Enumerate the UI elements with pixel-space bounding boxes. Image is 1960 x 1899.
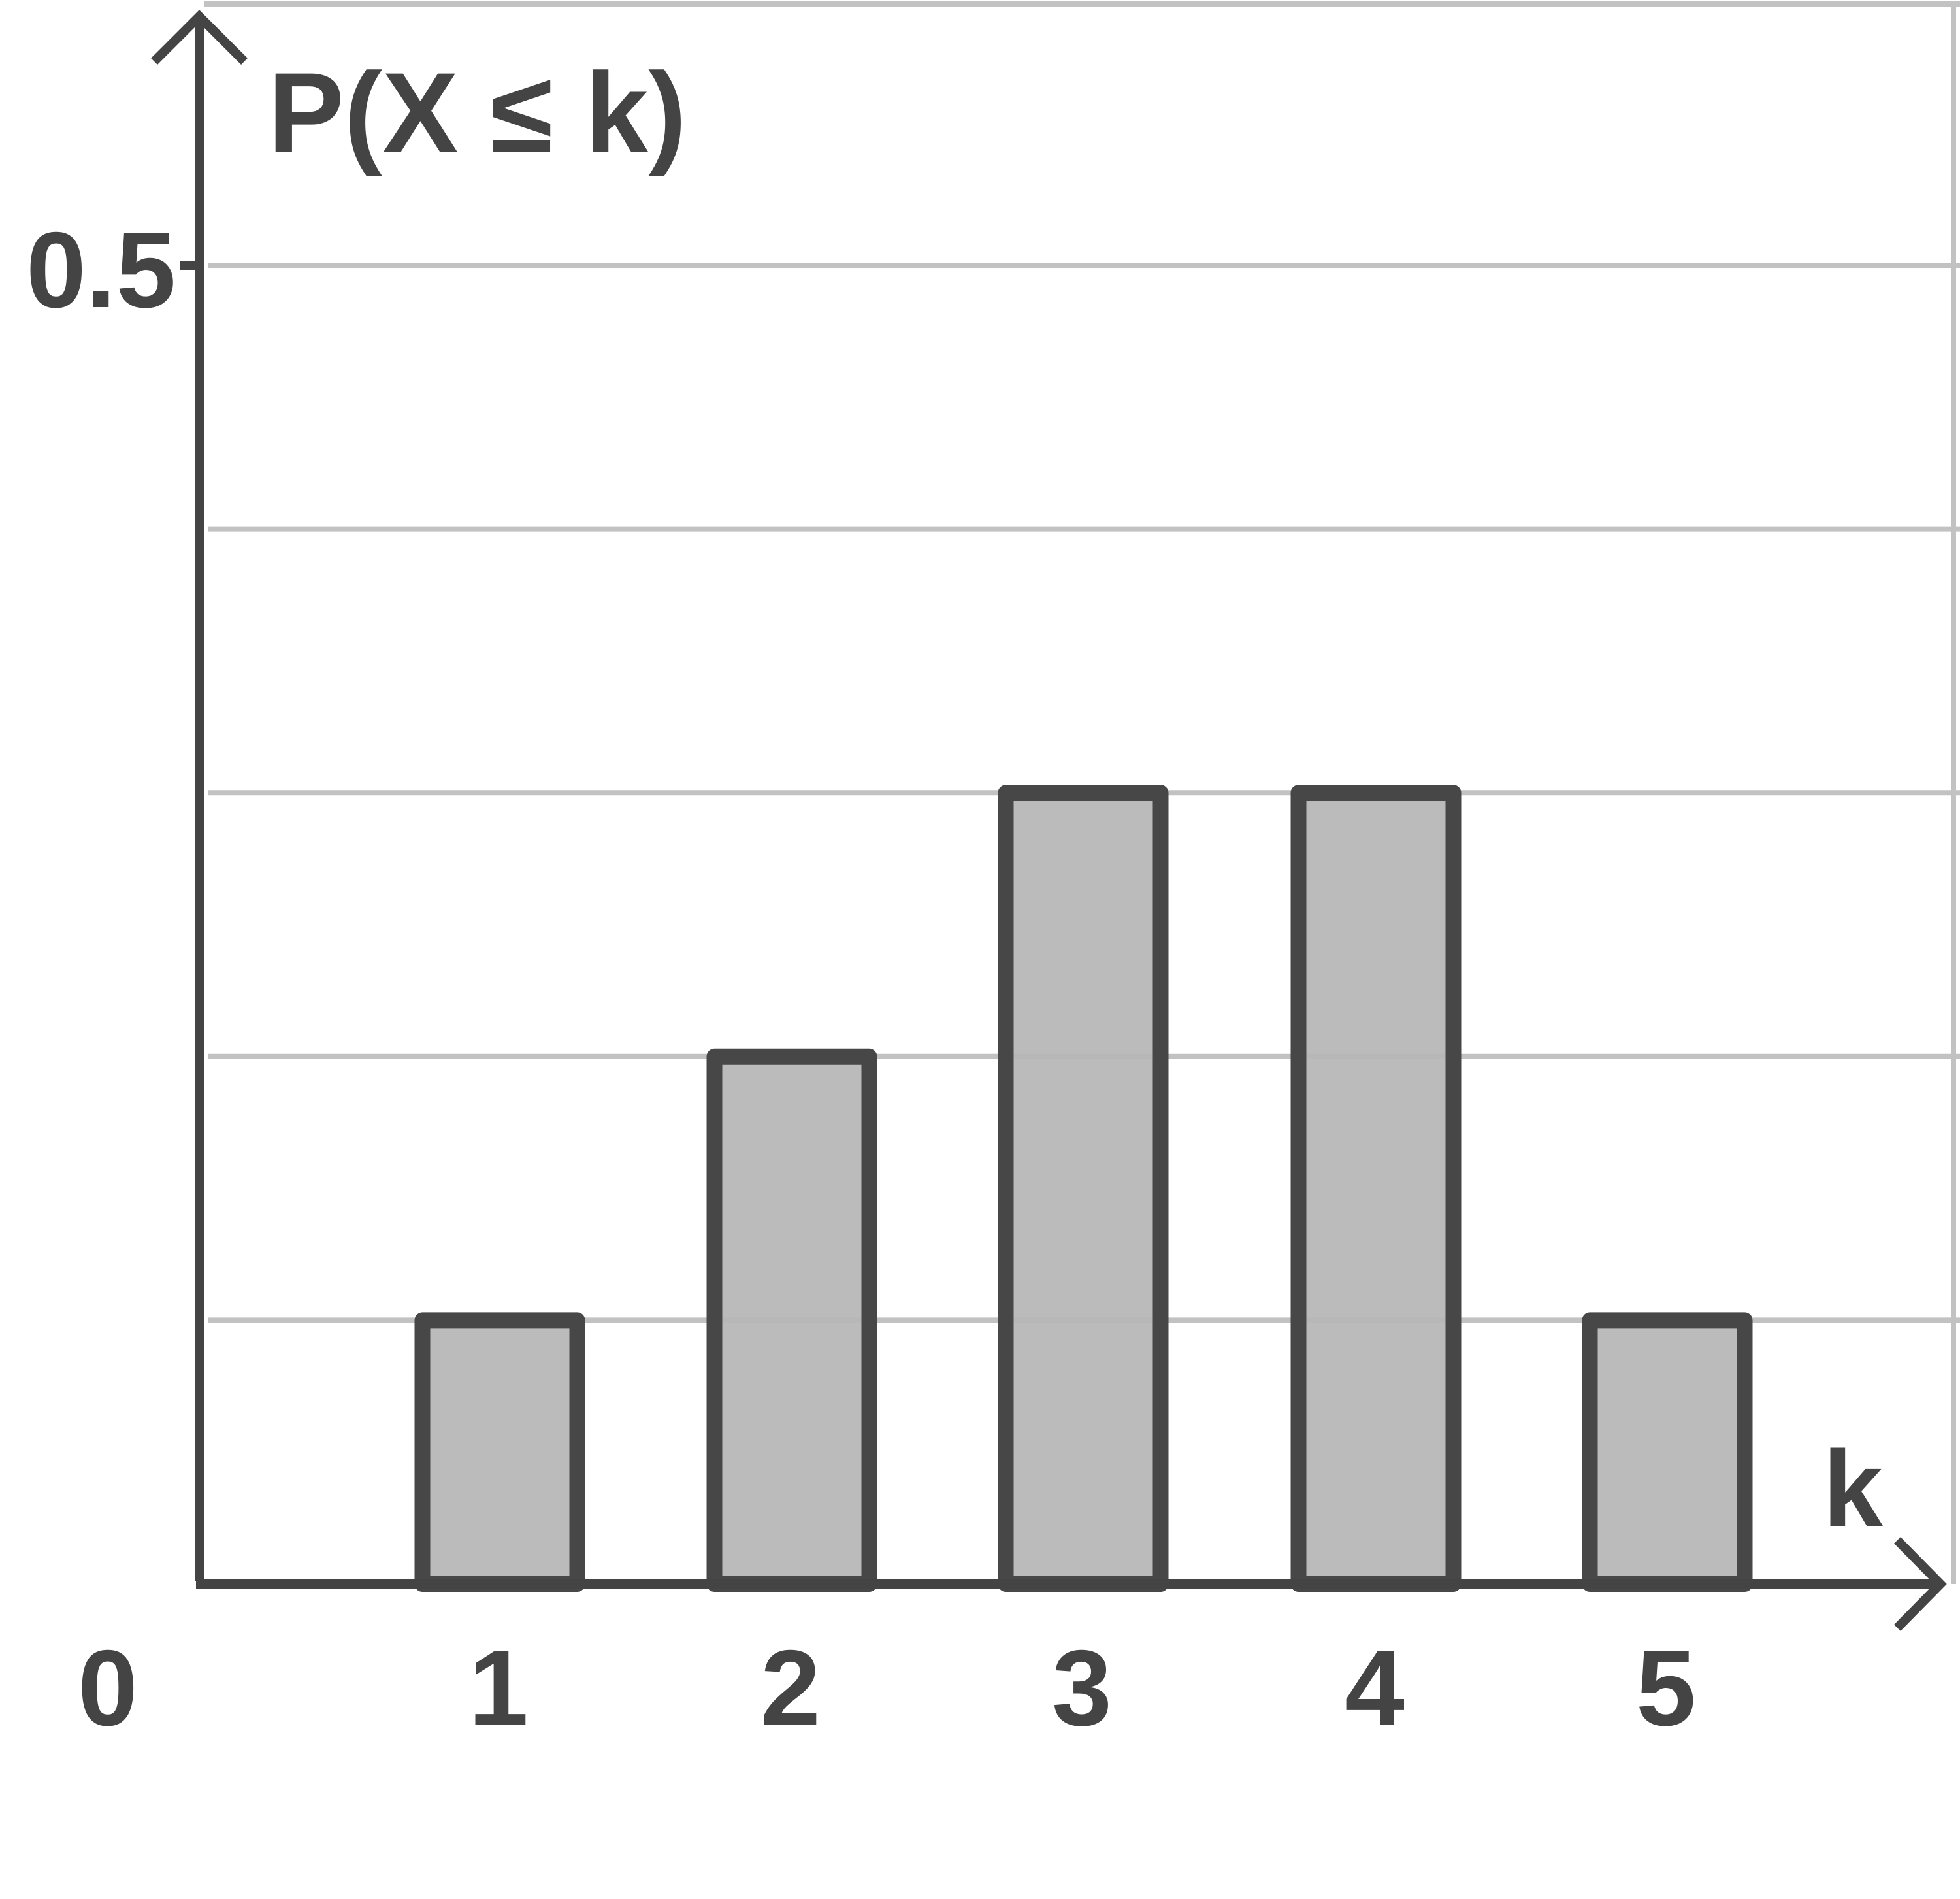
y-tick-label: 0.5 [26,210,176,330]
axes [151,10,1947,1631]
bar-3 [998,785,1169,1592]
x-axis-arrowhead [1894,1537,1947,1631]
x-tick-labels: 1 2 3 4 5 [468,1628,1696,1748]
x-tick-label-5: 5 [1636,1628,1696,1748]
x-tick-label-2: 2 [760,1628,821,1748]
x-tick-label-4: 4 [1345,1628,1405,1748]
bar-5 [1582,1312,1753,1593]
y-axis-arrowhead [151,10,248,65]
bar-1 [414,1312,585,1593]
x-tick-label-1: 1 [468,1628,529,1748]
bars [414,785,1753,1593]
x-tick-label-3: 3 [1052,1628,1112,1748]
bar-4 [1290,785,1462,1592]
bar-2 [706,1048,877,1593]
labels: P(X ≤ k) k 0 0.5 [26,50,1883,1748]
x-axis-label: k [1823,1428,1883,1549]
origin-label: 0 [78,1628,138,1748]
y-axis-label: P(X ≤ k) [268,50,687,177]
